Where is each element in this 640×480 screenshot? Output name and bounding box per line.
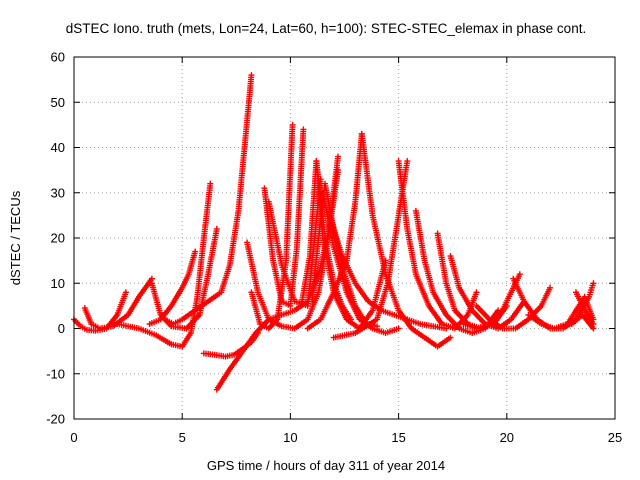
series-19-points (358, 130, 454, 350)
x-tick-label: 10 (283, 430, 297, 445)
x-axis-label: GPS time / hours of day 311 of year 2014 (207, 458, 445, 473)
x-tick-label: 25 (608, 430, 622, 445)
series-30-points (573, 289, 597, 327)
y-tick-label: 40 (51, 140, 65, 155)
series-16-points (326, 212, 450, 332)
series-24-points (447, 253, 528, 332)
series-29-points (557, 311, 597, 332)
y-axis-label: dSTEC / TECUs (8, 190, 23, 285)
series-10-points (248, 121, 296, 332)
series-6-points (146, 248, 199, 327)
x-tick-label: 5 (179, 430, 186, 445)
x-tick-label: 20 (500, 430, 514, 445)
series-18-points (304, 130, 365, 332)
series-19 (358, 130, 454, 350)
series-5 (161, 72, 255, 327)
series-16 (326, 212, 450, 332)
y-tick-label: 0 (58, 321, 65, 336)
series-2-points (81, 275, 155, 332)
y-tick-label: 20 (51, 231, 65, 246)
series-5-points (161, 72, 255, 327)
tick-labels: 0 5 10 15 20 25 -20 -10 0 10 20 30 40 50 60 (46, 50, 622, 446)
data-marks (71, 72, 597, 393)
series-3 (114, 180, 214, 350)
x-tick-label: 0 (70, 430, 77, 445)
series-30 (573, 289, 597, 327)
series-2 (81, 275, 155, 332)
chart-title: dSTEC Iono. truth (mets, Lon=24, Lat=60,… (66, 21, 586, 36)
grid (74, 57, 615, 419)
series-6 (146, 248, 199, 327)
series-10 (248, 121, 296, 332)
x-tick-label: 15 (391, 430, 405, 445)
y-tick-label: -10 (46, 366, 65, 381)
y-tick-label: -20 (46, 412, 65, 427)
series-21 (395, 158, 480, 332)
y-tick-label: 30 (51, 185, 65, 200)
series-15 (319, 189, 402, 336)
y-tick-label: 50 (51, 95, 65, 110)
series-15-points (319, 189, 402, 336)
axis-ticks (73, 56, 616, 420)
series-21-points (395, 158, 480, 332)
series-24 (447, 253, 528, 332)
y-tick-label: 10 (51, 276, 65, 291)
plot-frame (73, 56, 616, 420)
y-tick-label: 60 (51, 50, 65, 65)
series-29 (557, 311, 597, 332)
series-18 (304, 130, 365, 332)
series-3-points (114, 180, 214, 350)
